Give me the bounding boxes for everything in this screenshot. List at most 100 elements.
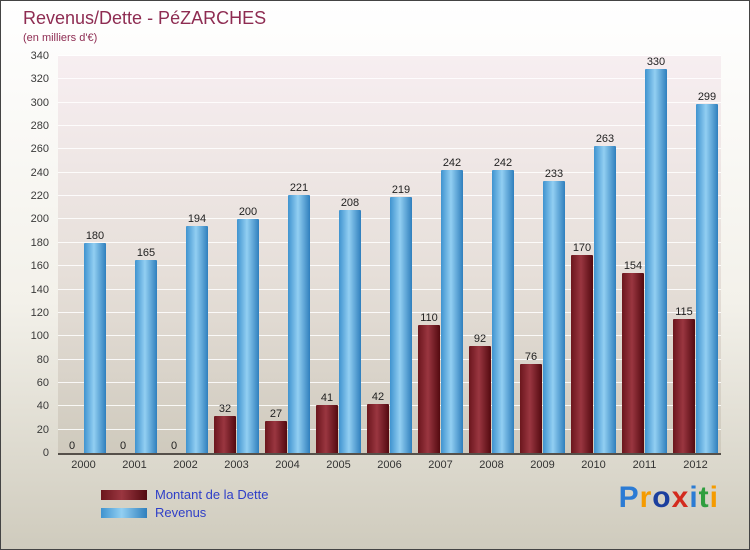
- bar: [441, 170, 463, 453]
- gridline: [58, 171, 721, 173]
- x-tick-label: 2009: [530, 459, 555, 471]
- bar-column: 110: [418, 56, 441, 453]
- bar-group: 110 242: [415, 56, 466, 453]
- bar-value-label: 330: [646, 56, 666, 68]
- gridline: [58, 335, 721, 337]
- bar-column: 115: [673, 56, 696, 453]
- bar-value-label: 233: [544, 167, 564, 180]
- gridline: [58, 218, 721, 220]
- bar-value-label: 32: [218, 402, 232, 415]
- bar-value-label: 115: [675, 305, 693, 318]
- bar-column: 76: [520, 56, 543, 453]
- bar-value-label: 242: [442, 157, 462, 170]
- y-tick-label: 80: [36, 353, 49, 366]
- bar: [543, 180, 565, 453]
- gridline: [58, 148, 721, 150]
- bar: [469, 345, 491, 453]
- y-tick-label: 260: [30, 143, 49, 156]
- y-tick-label: 340: [30, 50, 49, 62]
- bar-value-label: 27: [269, 408, 283, 421]
- logo-letter: t: [698, 481, 710, 514]
- x-tick-label: 2006: [377, 459, 402, 471]
- bar-value-label: 110: [420, 311, 438, 324]
- bar-column: 200: [237, 56, 260, 453]
- bar-value-label: 42: [371, 390, 385, 403]
- x-tick-label: 2007: [428, 459, 453, 471]
- bar: [418, 324, 440, 453]
- y-tick-label: 40: [36, 400, 49, 413]
- y-tick-label: 120: [30, 306, 49, 319]
- legend: Montant de la Dette Revenus: [101, 487, 268, 523]
- bar-value-label: 0: [68, 440, 76, 452]
- bar-value-label: 219: [391, 184, 411, 197]
- gridline: [58, 195, 721, 197]
- bar: [571, 254, 593, 453]
- gridline: [58, 381, 721, 383]
- gridline: [58, 55, 721, 56]
- y-tick-label: 180: [30, 236, 49, 249]
- bar-value-label: 170: [572, 241, 592, 254]
- x-tick-label: 2002: [173, 459, 198, 471]
- bar-column: 299: [696, 56, 719, 453]
- bar-column: 0: [163, 56, 186, 453]
- bar: [492, 170, 514, 453]
- legend-swatch: [101, 507, 147, 518]
- bar-column: 180: [84, 56, 107, 453]
- logo-letter: o: [652, 481, 672, 514]
- bar-column: 242: [441, 56, 464, 453]
- bar-value-label: 0: [170, 440, 178, 452]
- bar-column: 330: [645, 56, 668, 453]
- y-tick-label: 60: [36, 376, 49, 389]
- y-tick-label: 320: [30, 73, 49, 86]
- bar: [390, 197, 412, 453]
- bar-column: 221: [288, 56, 311, 453]
- y-tick-label: 300: [30, 96, 49, 109]
- bar: [316, 405, 338, 453]
- bar-value-label: 194: [187, 213, 207, 226]
- y-tick-label: 220: [30, 190, 49, 203]
- y-axis: 0 20 40 60 80 100 120 140 160 180 200 220 240 260 280 3…: [1, 50, 53, 459]
- legend-label: Montant de la Dette: [155, 487, 269, 502]
- y-tick-label: 0: [42, 447, 49, 459]
- bar: [622, 273, 644, 453]
- bar-column: 27: [265, 56, 288, 453]
- bar-value-label: 200: [238, 206, 258, 219]
- bar: [84, 242, 106, 453]
- bar-value-label: 208: [340, 197, 360, 210]
- bar-column: 208: [339, 56, 362, 453]
- bar-column: 0: [61, 56, 84, 453]
- bar-value-label: 180: [85, 229, 105, 242]
- bar: [696, 103, 718, 453]
- logo-letter: P: [618, 481, 640, 514]
- chart-title: Revenus/Dette - PéZARCHES: [23, 8, 267, 28]
- gridline: [58, 101, 721, 103]
- bar: [135, 260, 157, 453]
- gridline: [58, 288, 721, 290]
- bar: [237, 219, 259, 453]
- x-tick-label: 2003: [224, 459, 249, 471]
- x-tick-label: 2008: [479, 459, 504, 471]
- x-tick-label: 2001: [122, 459, 147, 471]
- bar-group: 0 194: [160, 56, 211, 453]
- bar-column: 263: [594, 56, 617, 453]
- y-tick-label: 160: [30, 260, 49, 273]
- bar: [214, 415, 236, 453]
- bar-group: 41 208: [313, 56, 364, 453]
- gridline: [58, 78, 721, 80]
- bar: [186, 226, 208, 453]
- y-tick-label: 240: [30, 166, 49, 179]
- logo-letter: i: [689, 481, 699, 514]
- x-tick-label: 2005: [326, 459, 351, 471]
- bar-column: 32: [214, 56, 237, 453]
- bar-column: 154: [622, 56, 645, 453]
- bar-column: 242: [492, 56, 515, 453]
- logo-letter: x: [671, 481, 690, 514]
- bar: [265, 421, 287, 453]
- bar-value-label: 221: [289, 181, 309, 194]
- bar: [645, 69, 667, 453]
- bar: [673, 318, 695, 453]
- bar-column: 165: [135, 56, 158, 453]
- y-tick-label: 20: [36, 423, 49, 436]
- y-tick-label: 200: [30, 213, 49, 226]
